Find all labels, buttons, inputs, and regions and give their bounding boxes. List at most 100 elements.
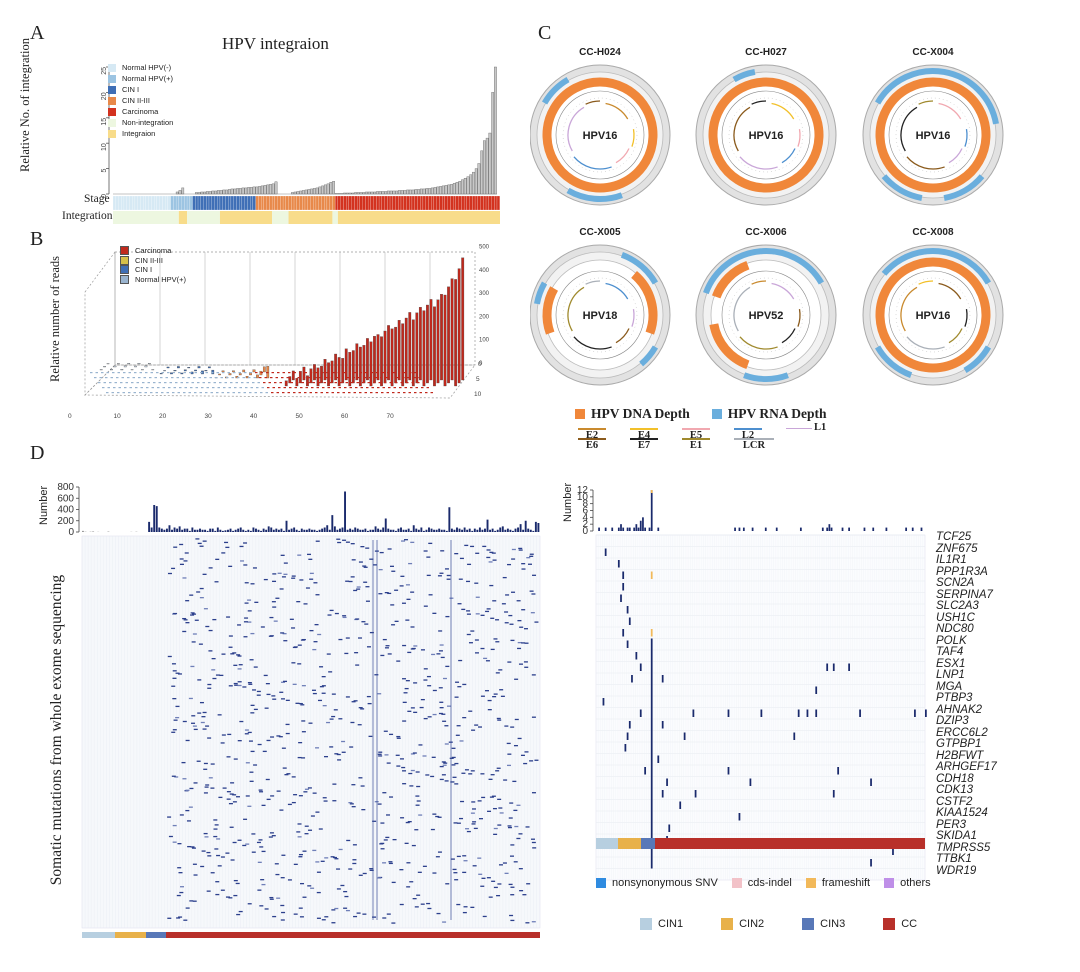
- bar: [826, 527, 829, 531]
- mutation-mark: [639, 709, 642, 717]
- bar: [422, 310, 426, 387]
- y-tick-label: 20: [101, 92, 108, 100]
- bar: [330, 360, 334, 384]
- mutation-mark: [387, 548, 392, 550]
- mutation-mark: [455, 734, 460, 736]
- mutation-mark: [454, 552, 459, 555]
- gene-label: GTPBP1: [936, 738, 982, 750]
- mutation-mark: [228, 802, 233, 805]
- mutation-mark: [265, 683, 270, 685]
- floor-bar: [367, 382, 370, 384]
- floor-bar: [308, 377, 311, 379]
- mutation-mark: [346, 839, 351, 842]
- mutation-mark: [443, 762, 448, 764]
- floor-bar: [409, 372, 412, 374]
- floor-bar: [329, 382, 332, 384]
- mutation-mark: [196, 591, 201, 593]
- bar: [489, 529, 492, 532]
- gene-arc: [938, 102, 962, 120]
- legend-swatch: [108, 96, 116, 105]
- mutation-mark: [175, 672, 180, 674]
- mutation-mark: [244, 729, 249, 731]
- gene-arc: [771, 102, 795, 120]
- bar: [271, 183, 275, 195]
- mutation-mark: [226, 791, 231, 793]
- gene-legend-label: E4: [637, 430, 651, 441]
- rna-depth-arc: [963, 345, 992, 374]
- mutation-mark: [342, 615, 347, 617]
- bar: [491, 92, 495, 195]
- mutation-mark: [529, 590, 534, 592]
- mutation-mark: [239, 720, 244, 723]
- floor-bar: [377, 387, 380, 389]
- floor-bar: [315, 372, 318, 374]
- mutation-mark: [287, 879, 292, 881]
- bar: [280, 528, 283, 532]
- bar: [168, 525, 171, 532]
- mutation-mark: [183, 619, 188, 621]
- bar: [436, 299, 440, 384]
- legend-rna-depth: HPV RNA Depth: [711, 406, 827, 422]
- mutation-mark: [441, 774, 446, 776]
- floor-bar: [425, 392, 428, 394]
- floor-bar: [331, 392, 334, 394]
- bar: [512, 530, 514, 532]
- floor-bar: [205, 392, 208, 394]
- mutation-mark: [661, 790, 664, 798]
- left-y-tick-label: 600: [57, 493, 74, 504]
- floor-bar: [296, 382, 299, 384]
- bar: [265, 529, 268, 532]
- mutation-mark: [228, 646, 233, 648]
- mutation-mark: [177, 673, 182, 675]
- mutation-mark: [444, 568, 449, 570]
- mutation-mark: [237, 684, 242, 687]
- mutation-mark: [171, 731, 176, 733]
- mutation-mark: [470, 630, 475, 632]
- mutation-mark: [193, 874, 198, 876]
- bar: [228, 373, 232, 376]
- mutation-mark: [312, 648, 317, 651]
- floor-bar: [113, 387, 116, 389]
- stage-legend: CIN1 CIN2 CIN3 CC: [640, 918, 917, 930]
- mutation-mark: [315, 861, 320, 863]
- floor-bar: [200, 372, 203, 374]
- bar: [269, 184, 272, 195]
- floor-bar: [359, 372, 362, 374]
- floor-bar: [238, 372, 241, 374]
- mutation-mark: [402, 701, 407, 704]
- mutation-mark: [197, 679, 202, 681]
- floor-bar: [366, 387, 369, 389]
- mutation-mark: [248, 683, 253, 685]
- bar: [238, 373, 242, 376]
- mutation-mark: [176, 894, 181, 897]
- bar: [420, 188, 423, 195]
- mutation-mark: [486, 549, 491, 551]
- mutation-mark: [350, 721, 355, 724]
- mutation-mark: [497, 883, 502, 885]
- mutation-mark: [438, 687, 443, 689]
- mutation-mark: [412, 752, 417, 754]
- mutation-mark: [456, 822, 461, 824]
- floor-bar: [279, 382, 282, 384]
- mutation-mark: [301, 685, 306, 687]
- floor-bar: [158, 382, 161, 384]
- floor-bar: [117, 392, 120, 394]
- mutation-mark: [250, 704, 255, 707]
- floor-bar: [134, 372, 137, 374]
- mutation-mark: [531, 716, 536, 718]
- bar: [411, 319, 415, 387]
- bar: [885, 527, 888, 531]
- mutation-mark: [534, 621, 539, 623]
- mutation-mark: [388, 861, 393, 863]
- mutation-mark: [365, 600, 370, 602]
- mutation-mark: [507, 661, 512, 663]
- bar: [141, 369, 144, 371]
- mutation-mark: [269, 616, 274, 619]
- mutation-mark: [195, 538, 200, 540]
- mutation-mark: [324, 857, 329, 859]
- floor-bar: [311, 387, 314, 389]
- mutation-mark: [420, 649, 425, 651]
- mutation-mark: [283, 573, 288, 575]
- mutation-mark: [493, 886, 498, 889]
- mutation-mark: [272, 698, 277, 700]
